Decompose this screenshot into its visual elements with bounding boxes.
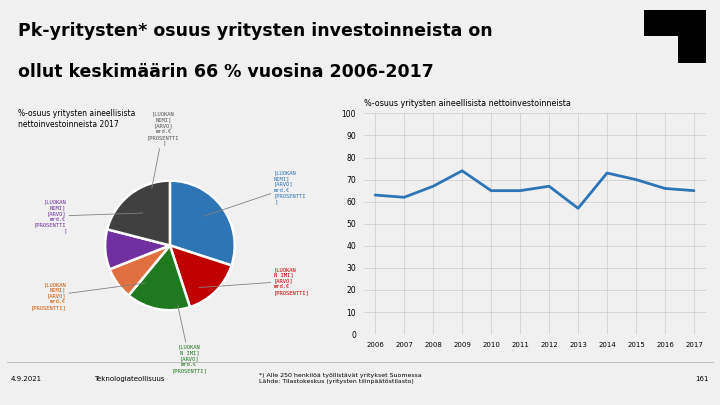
Text: [LUOKAN
NIMI]
[ARVO]
mrd.€
[PROSENTTI
]: [LUOKAN NIMI] [ARVO] mrd.€ [PROSENTTI ]	[147, 112, 180, 188]
Text: [LUOKAN
N IMI]
[ARVO]
mrd.€
[PROSENTTI]: [LUOKAN N IMI] [ARVO] mrd.€ [PROSENTTI]	[171, 305, 207, 373]
Text: *) Alle 250 henkilöä työllistävät yritykset Suomessa
Lähde: Tilastokeskus (yrity: *) Alle 250 henkilöä työllistävät yrityk…	[259, 373, 422, 384]
Wedge shape	[109, 245, 170, 295]
Text: ollut keskimäärin 66 % vuosina 2006-2017: ollut keskimäärin 66 % vuosina 2006-2017	[18, 63, 433, 81]
Bar	[678, 34, 706, 63]
Bar	[644, 10, 706, 36]
Text: %-osuus yritysten aineellisista
nettoinvestoinneista 2017: %-osuus yritysten aineellisista nettoinv…	[18, 109, 135, 129]
Wedge shape	[105, 229, 170, 269]
Text: [LUOKAN
NIMI]
[ARVO]
mrd.€
[PROSENTTI
]: [LUOKAN NIMI] [ARVO] mrd.€ [PROSENTTI ]	[34, 199, 143, 233]
Text: Teknologiateollisuus: Teknologiateollisuus	[94, 376, 164, 382]
Text: [LUOKAN
N IMI]
[ARVO]
mrd.€
[PROSENTTI]: [LUOKAN N IMI] [ARVO] mrd.€ [PROSENTTI]	[199, 267, 310, 295]
Text: 161: 161	[696, 376, 709, 382]
Wedge shape	[170, 245, 232, 307]
Wedge shape	[129, 245, 190, 310]
Text: [LUOKAN
NIMI]
[ARVO]
mrd.€
[PROSENTTI
]: [LUOKAN NIMI] [ARVO] mrd.€ [PROSENTTI ]	[204, 170, 306, 216]
Text: 4.9.2021: 4.9.2021	[11, 376, 42, 382]
Wedge shape	[170, 181, 235, 265]
Text: Pk-yritysten* osuus yritysten investoinneista on: Pk-yritysten* osuus yritysten investoinn…	[18, 22, 492, 40]
Text: %-osuus yritysten aineellisista nettoinvestoinneista: %-osuus yritysten aineellisista nettoinv…	[364, 100, 570, 109]
Text: [LUOKAN
NIMI]
[ARVO]
mrd.€
[PROSENTTI]: [LUOKAN NIMI] [ARVO] mrd.€ [PROSENTTI]	[30, 282, 145, 310]
Wedge shape	[107, 181, 170, 245]
